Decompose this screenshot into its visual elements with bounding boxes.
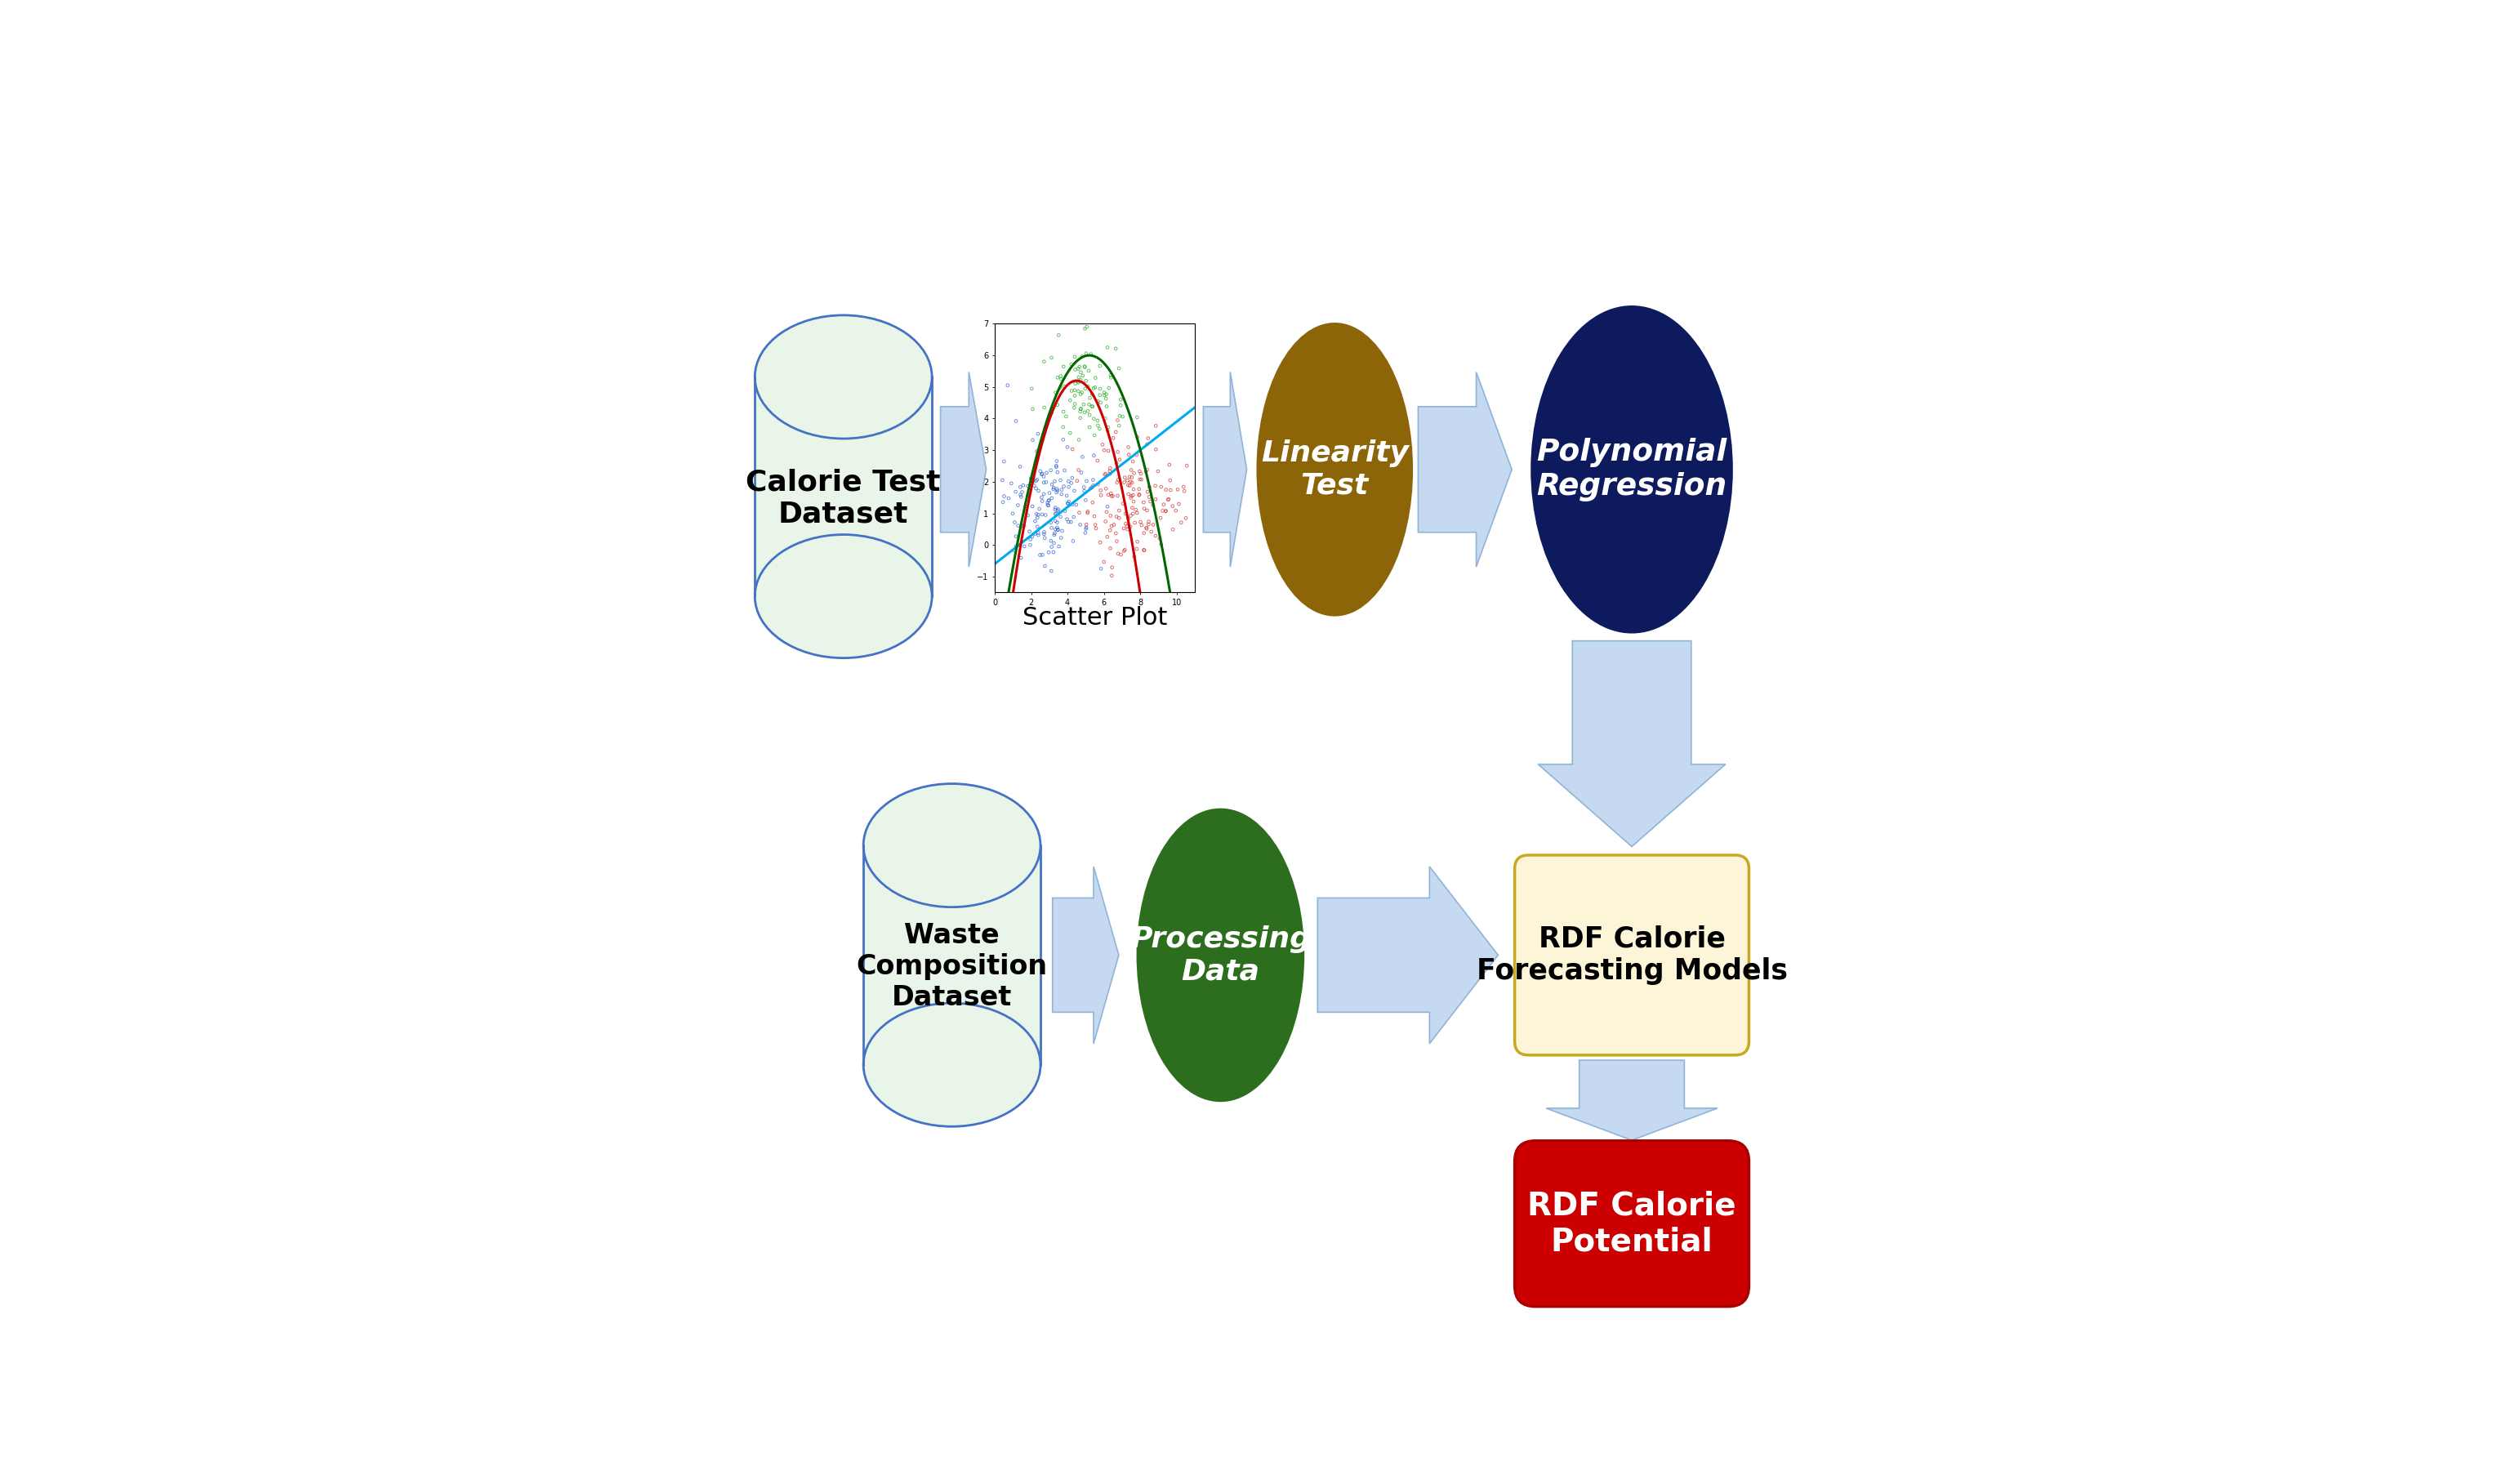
- Text: Scatter Plot: Scatter Plot: [1022, 605, 1167, 629]
- Text: Polynomial
Regression: Polynomial Regression: [1537, 438, 1728, 502]
- Polygon shape: [942, 372, 987, 567]
- Text: RDF Calorie
Forecasting Models: RDF Calorie Forecasting Models: [1477, 925, 1788, 985]
- Polygon shape: [1204, 372, 1247, 567]
- Polygon shape: [1317, 867, 1497, 1043]
- Ellipse shape: [864, 1003, 1042, 1126]
- Text: Processing
Data: Processing Data: [1129, 925, 1310, 985]
- Polygon shape: [864, 846, 1042, 1066]
- Polygon shape: [1417, 372, 1512, 567]
- Text: RDF Calorie
Potential: RDF Calorie Potential: [1527, 1190, 1735, 1257]
- Polygon shape: [1052, 867, 1119, 1043]
- Ellipse shape: [1137, 809, 1302, 1101]
- Ellipse shape: [1532, 307, 1733, 632]
- Text: Calorie Test
Dataset: Calorie Test Dataset: [746, 467, 942, 528]
- FancyBboxPatch shape: [1515, 855, 1748, 1055]
- Polygon shape: [1537, 641, 1725, 846]
- FancyBboxPatch shape: [1515, 1141, 1748, 1306]
- Ellipse shape: [864, 784, 1042, 907]
- Text: Linearity
Test: Linearity Test: [1262, 439, 1410, 500]
- Ellipse shape: [1257, 324, 1412, 616]
- Ellipse shape: [754, 315, 931, 439]
- Ellipse shape: [754, 534, 931, 657]
- Polygon shape: [1545, 1060, 1718, 1140]
- Text: Waste
Composition
Dataset: Waste Composition Dataset: [856, 922, 1047, 1011]
- Polygon shape: [754, 377, 931, 597]
